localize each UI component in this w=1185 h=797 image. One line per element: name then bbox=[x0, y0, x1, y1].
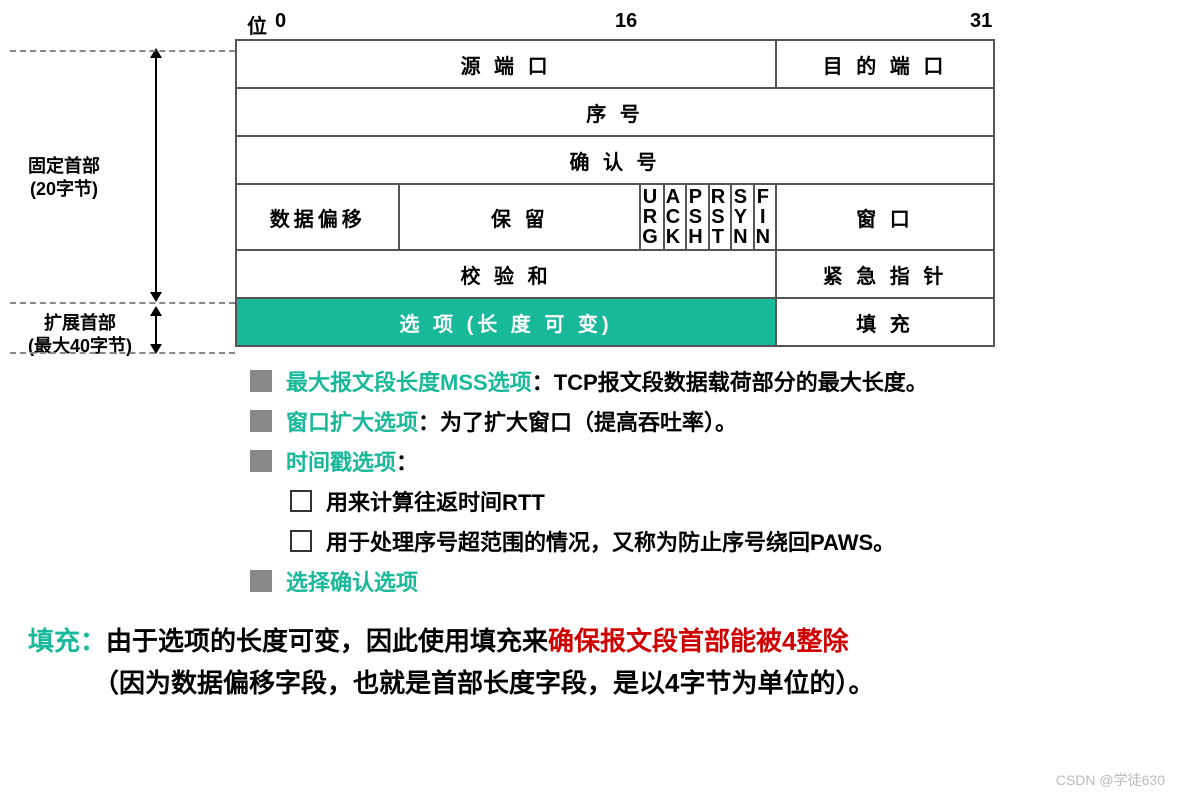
cell-flag-urg: URG bbox=[640, 184, 664, 250]
cell-checksum: 校 验 和 bbox=[236, 250, 776, 298]
row-flags: 数据偏移 保 留 URG ACK PSH RST SYN FIN 窗 口 bbox=[236, 184, 994, 250]
row-seq: 序 号 bbox=[236, 88, 994, 136]
bullet-window-scale: 窗口扩大选项：为了扩大窗口（提高吞吐率）。 bbox=[250, 405, 1175, 437]
square-bullet-icon bbox=[250, 370, 272, 392]
bullet-timestamp-sub2: 用于处理序号超范围的情况，又称为防止序号绕回PAWS。 bbox=[250, 525, 1175, 557]
cell-window: 窗 口 bbox=[776, 184, 994, 250]
cell-dest-port: 目 的 端 口 bbox=[776, 40, 994, 88]
square-outline-icon bbox=[290, 490, 312, 512]
cell-data-offset: 数据偏移 bbox=[236, 184, 399, 250]
cell-ack-number: 确 认 号 bbox=[236, 136, 994, 184]
ext-range-arrow bbox=[155, 308, 157, 352]
square-bullet-icon bbox=[250, 410, 272, 432]
bullet-sack: 选择确认选项 bbox=[250, 565, 1175, 597]
cell-sequence: 序 号 bbox=[236, 88, 994, 136]
square-bullet-icon bbox=[250, 570, 272, 592]
bit-mark-0: 0 bbox=[275, 10, 285, 39]
row-ack: 确 认 号 bbox=[236, 136, 994, 184]
cell-options: 选 项 (长 度 可 变) bbox=[236, 298, 776, 346]
bit-mark-31: 31 bbox=[970, 10, 992, 33]
diagram-container: 位 0 16 31 固定首部 (20字节) 扩展首部 (最大40字节) 源 端 … bbox=[10, 10, 1175, 704]
square-outline-icon bbox=[290, 530, 312, 552]
bullet-mss: 最大报文段长度MSS选项：TCP报文段数据载荷部分的最大长度。 bbox=[250, 365, 1175, 397]
options-bullet-list: 最大报文段长度MSS选项：TCP报文段数据载荷部分的最大长度。 窗口扩大选项：为… bbox=[250, 365, 1175, 597]
bit-mark-16: 16 bbox=[615, 10, 637, 33]
cell-source-port: 源 端 口 bbox=[236, 40, 776, 88]
bit-label: 位 bbox=[235, 10, 275, 39]
dash-line-mid bbox=[10, 302, 235, 304]
dash-line-top bbox=[10, 50, 235, 52]
fixed-range-arrow bbox=[155, 50, 157, 300]
cell-flag-syn: SYN bbox=[731, 184, 753, 250]
cell-flag-fin: FIN bbox=[754, 184, 776, 250]
bullet-timestamp: 时间戳选项： bbox=[250, 445, 1175, 477]
cell-flag-rst: RST bbox=[709, 184, 731, 250]
cell-padding: 填 充 bbox=[776, 298, 994, 346]
bit-scale-row: 位 0 16 31 bbox=[235, 10, 1175, 39]
dash-line-bottom bbox=[10, 352, 235, 354]
watermark-text: CSDN @学徒630 bbox=[1056, 770, 1165, 790]
bullet-timestamp-sub1: 用来计算往返时间RTT bbox=[250, 485, 1175, 517]
fixed-header-label: 固定首部 (20字节) bbox=[28, 155, 100, 202]
cell-flag-ack: ACK bbox=[664, 184, 686, 250]
cell-urgent-pointer: 紧 急 指 针 bbox=[776, 250, 994, 298]
row-ports: 源 端 口 目 的 端 口 bbox=[236, 40, 994, 88]
cell-flag-psh: PSH bbox=[686, 184, 708, 250]
row-options: 选 项 (长 度 可 变) 填 充 bbox=[236, 298, 994, 346]
tcp-header-table: 源 端 口 目 的 端 口 序 号 确 认 号 数据偏移 保 留 URG ACK… bbox=[235, 39, 995, 347]
square-bullet-icon bbox=[250, 450, 272, 472]
padding-explanation: 填充：由于选项的长度可变，因此使用填充来确保报文段首部能被4整除 填充：（因为数… bbox=[10, 621, 1175, 704]
row-checksum: 校 验 和 紧 急 指 针 bbox=[236, 250, 994, 298]
cell-reserved: 保 留 bbox=[399, 184, 640, 250]
